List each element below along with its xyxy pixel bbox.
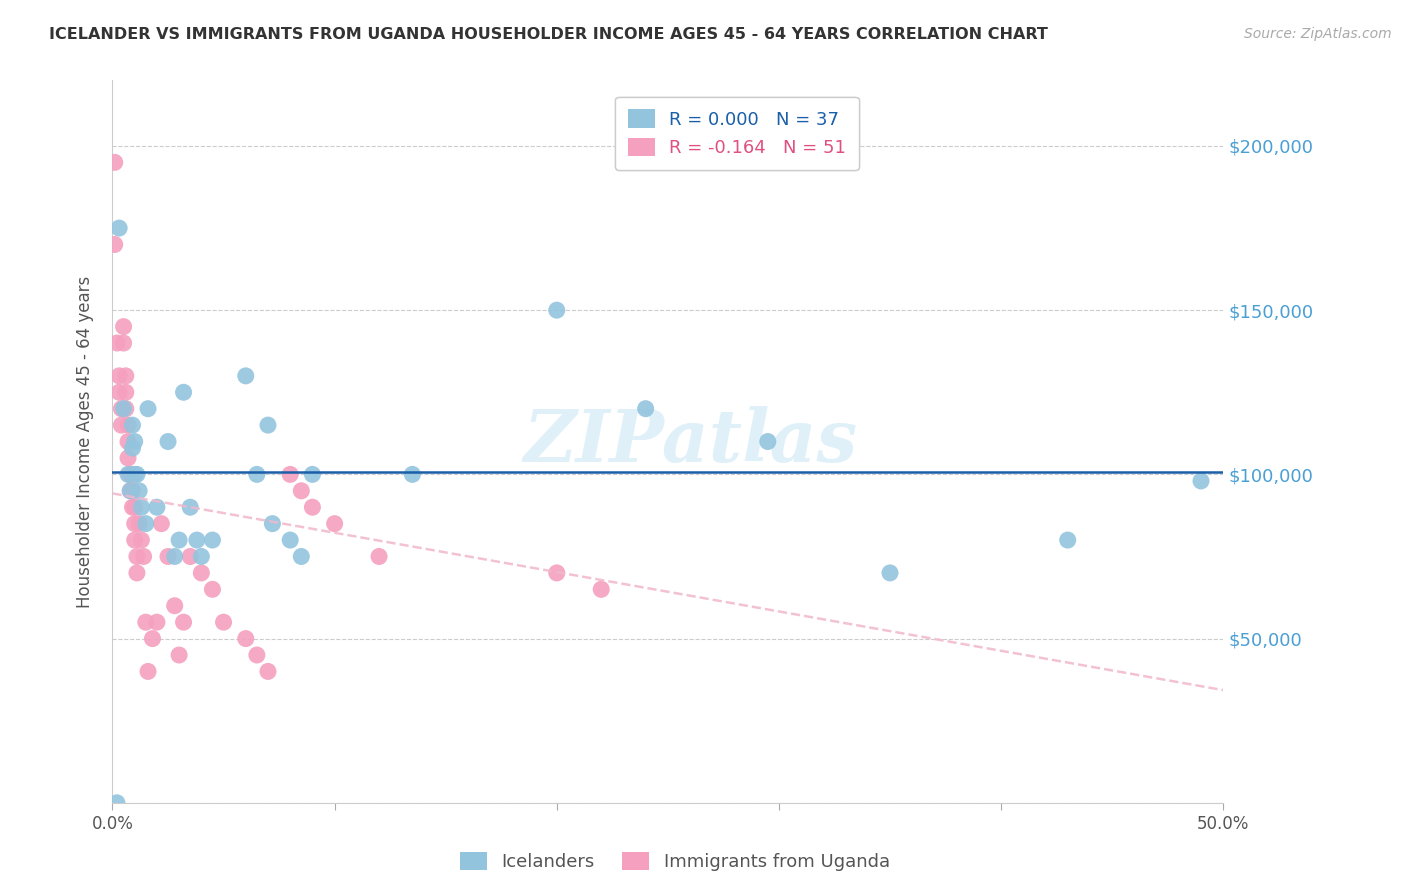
Y-axis label: Householder Income Ages 45 - 64 years: Householder Income Ages 45 - 64 years: [76, 276, 94, 607]
Point: [179, 549, 201, 564]
Point: [136, 401, 159, 416]
Point: [120, 467, 142, 482]
Point: [125, 549, 148, 564]
Point: [150, 516, 173, 531]
Point: [301, 500, 323, 515]
Point: [163, 599, 186, 613]
Point: [131, 533, 153, 547]
Point: [105, 796, 128, 810]
Point: [120, 467, 142, 482]
Point: [105, 336, 128, 351]
Point: [756, 434, 779, 449]
Point: [163, 549, 186, 564]
Point: [146, 500, 169, 515]
Legend: Icelanders, Immigrants from Uganda: Icelanders, Immigrants from Uganda: [453, 845, 897, 879]
Point: [124, 516, 146, 531]
Text: ZIPatlas: ZIPatlas: [523, 406, 858, 477]
Legend: R = 0.000   N = 37, R = -0.164   N = 51: R = 0.000 N = 37, R = -0.164 N = 51: [614, 96, 859, 169]
Point: [128, 483, 150, 498]
Point: [125, 467, 148, 482]
Point: [125, 566, 148, 580]
Point: [290, 549, 312, 564]
Point: [112, 336, 135, 351]
Point: [201, 533, 224, 547]
Point: [104, 237, 127, 252]
Point: [114, 385, 136, 400]
Point: [546, 566, 568, 580]
Point: [120, 483, 142, 498]
Point: [368, 549, 391, 564]
Point: [135, 516, 157, 531]
Point: [120, 483, 142, 498]
Point: [262, 516, 284, 531]
Point: [110, 418, 132, 433]
Point: [157, 434, 180, 449]
Point: [190, 566, 212, 580]
Point: [121, 418, 143, 433]
Point: [114, 401, 136, 416]
Point: [212, 615, 235, 630]
Point: [167, 533, 190, 547]
Point: [104, 155, 127, 169]
Point: [235, 368, 257, 383]
Point: [401, 467, 423, 482]
Point: [112, 401, 135, 416]
Point: [257, 665, 280, 679]
Text: Source: ZipAtlas.com: Source: ZipAtlas.com: [1244, 27, 1392, 41]
Point: [634, 401, 657, 416]
Point: [136, 665, 159, 679]
Point: [1056, 533, 1078, 547]
Point: [173, 615, 195, 630]
Point: [135, 615, 157, 630]
Point: [546, 303, 568, 318]
Point: [167, 648, 190, 662]
Text: ICELANDER VS IMMIGRANTS FROM UGANDA HOUSEHOLDER INCOME AGES 45 - 64 YEARS CORREL: ICELANDER VS IMMIGRANTS FROM UGANDA HOUS…: [49, 27, 1047, 42]
Point: [121, 500, 143, 515]
Point: [117, 418, 139, 433]
Point: [114, 368, 136, 383]
Point: [278, 467, 301, 482]
Point: [278, 533, 301, 547]
Point: [124, 467, 146, 482]
Point: [108, 385, 131, 400]
Point: [108, 368, 131, 383]
Point: [235, 632, 257, 646]
Point: [124, 434, 146, 449]
Point: [117, 450, 139, 465]
Point: [290, 483, 312, 498]
Point: [117, 467, 139, 482]
Point: [121, 441, 143, 455]
Point: [124, 533, 146, 547]
Point: [157, 549, 180, 564]
Point: [301, 467, 323, 482]
Point: [1189, 474, 1212, 488]
Point: [246, 467, 269, 482]
Point: [121, 483, 143, 498]
Point: [173, 385, 195, 400]
Point: [190, 549, 212, 564]
Point: [128, 516, 150, 531]
Point: [186, 533, 208, 547]
Point: [146, 615, 169, 630]
Point: [246, 648, 269, 662]
Point: [323, 516, 346, 531]
Point: [112, 319, 135, 334]
Point: [879, 566, 901, 580]
Point: [131, 500, 153, 515]
Point: [110, 401, 132, 416]
Point: [591, 582, 613, 597]
Point: [108, 221, 131, 235]
Point: [132, 549, 155, 564]
Point: [201, 582, 224, 597]
Point: [124, 500, 146, 515]
Point: [179, 500, 201, 515]
Point: [141, 632, 163, 646]
Point: [257, 418, 280, 433]
Point: [117, 434, 139, 449]
